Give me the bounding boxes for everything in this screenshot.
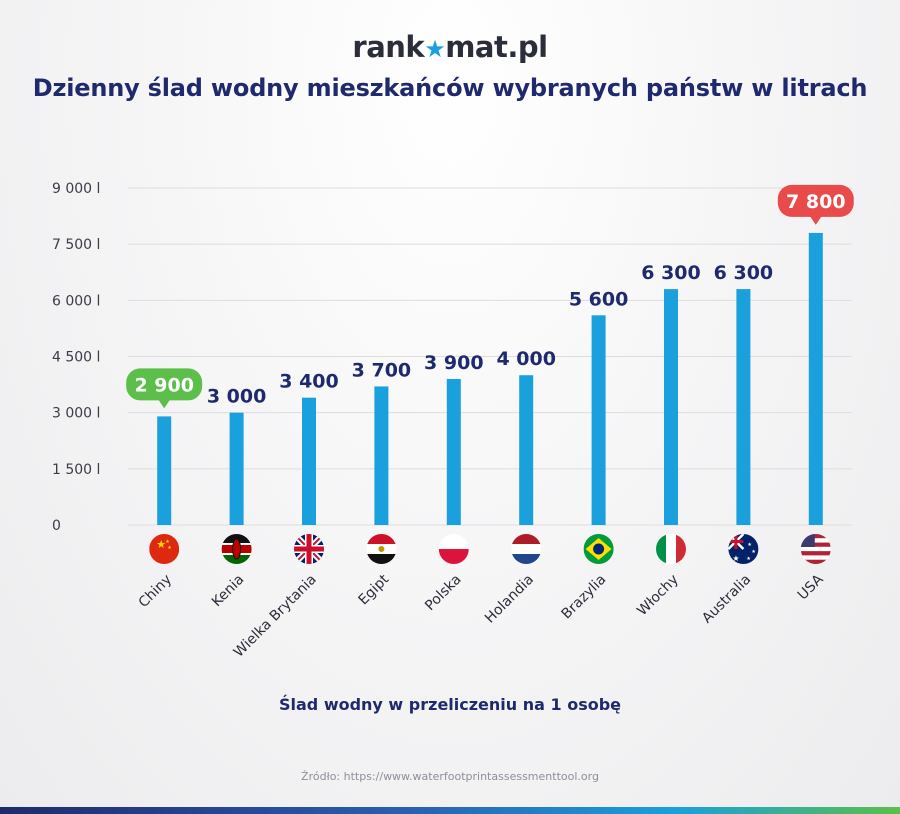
x-tick-label: Polska <box>422 572 465 615</box>
value-label: 5 600 <box>569 288 629 310</box>
italy-flag-icon <box>656 534 686 564</box>
x-tick-label: USA <box>795 571 827 603</box>
value-label: 6 300 <box>641 262 701 284</box>
y-tick-label: 1 500 l <box>52 462 100 478</box>
chart-title: Dzienny ślad wodny mieszkańców wybranych… <box>32 74 868 102</box>
x-tick-label: Egipt <box>355 571 392 608</box>
svg-text:★: ★ <box>746 556 751 562</box>
svg-text:★: ★ <box>751 549 756 555</box>
source-note: Źródło: https://www.waterfootprintassess… <box>301 770 599 783</box>
bottom-accent-bar <box>0 807 900 814</box>
bar <box>229 412 244 525</box>
usa-flag-icon <box>800 534 831 564</box>
brand-logo: rank★mat.pl <box>352 30 548 64</box>
y-tick-label: 7 500 l <box>52 237 100 253</box>
y-tick-label: 4 500 l <box>52 350 100 366</box>
bar <box>374 386 389 525</box>
bar <box>519 375 534 525</box>
x-tick-label: Holandia <box>482 572 537 627</box>
bar-chart: 0 1 500 l 3 000 l 4 500 l 6 000 l 7 500 l 9 00… <box>52 181 854 661</box>
svg-text:★: ★ <box>156 538 166 551</box>
brazil-flag-icon <box>583 534 614 564</box>
netherlands-flag-icon <box>511 534 542 564</box>
star-icon: ★ <box>424 35 446 63</box>
svg-text:★: ★ <box>732 554 739 563</box>
x-tick-label: Australia <box>699 572 754 627</box>
bar <box>591 315 606 525</box>
bar <box>157 416 172 525</box>
kenya-flag-icon <box>221 534 252 564</box>
x-tick-label: Kenia <box>209 572 248 611</box>
value-label: 7 800 <box>786 191 846 213</box>
value-label: 4 000 <box>496 348 556 370</box>
egypt-flag-icon <box>366 534 397 564</box>
bar <box>736 289 751 525</box>
bar <box>808 232 823 525</box>
value-label: 2 900 <box>134 374 194 396</box>
value-label: 3 700 <box>352 359 412 381</box>
max-value-badge: 7 800 <box>777 184 854 225</box>
svg-text:★: ★ <box>747 542 752 548</box>
bar <box>302 397 316 525</box>
bar <box>446 378 461 525</box>
uk-flag-icon <box>294 534 324 564</box>
bar <box>664 289 678 525</box>
x-tick-label: Brazylia <box>559 572 610 623</box>
value-label: 3 000 <box>207 386 267 408</box>
y-tick-label: 6 000 l <box>52 293 100 309</box>
x-tick-label: Chiny <box>136 572 175 611</box>
value-label: 3 400 <box>279 371 339 393</box>
y-tick-label: 0 <box>52 518 61 534</box>
x-tick-label: Włochy <box>634 572 682 620</box>
svg-text:★: ★ <box>167 545 172 551</box>
x-axis-title: Ślad wodny w przeliczeniu na 1 osobę <box>278 695 622 714</box>
value-label: 3 900 <box>424 352 484 374</box>
min-value-badge: 2 900 <box>126 368 203 409</box>
y-tick-label: 9 000 l <box>52 181 100 197</box>
china-flag-icon: ★ ★★ <box>149 534 180 564</box>
y-tick-label: 3 000 l <box>52 406 100 422</box>
svg-text:★: ★ <box>165 539 170 545</box>
australia-flag-icon: ★★★★ <box>728 534 759 564</box>
value-label: 6 300 <box>714 262 774 284</box>
poland-flag-icon <box>438 534 469 564</box>
